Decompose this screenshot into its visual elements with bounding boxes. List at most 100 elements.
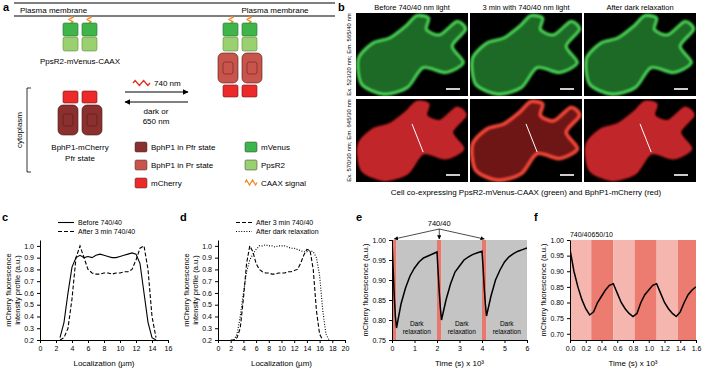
x-tick-mark (680, 340, 681, 343)
image-background (584, 99, 696, 182)
bphp1 (242, 53, 262, 83)
x-tick: 6 (526, 340, 530, 352)
scale-bar (674, 174, 688, 176)
x-tick-label: 16 (316, 345, 324, 352)
y-tick-mark (389, 320, 392, 321)
y-tick-mark (567, 303, 570, 304)
y-tick: 0.95 (550, 252, 570, 259)
cytoplasm-label: cytoplasm (15, 112, 24, 148)
legend-swatch (245, 160, 257, 170)
x-tick-label: 0.6 (613, 345, 623, 352)
profile-line (412, 124, 423, 152)
legend-label: PpsR2 (261, 161, 286, 170)
x-tick-label: 0 (217, 345, 221, 352)
y-axis-title: intensity profile (a.u.) (13, 255, 22, 325)
profile-line (526, 124, 537, 152)
x-tick: 10 (278, 340, 286, 352)
y-tick: 0.2 (202, 337, 218, 344)
legend-line (236, 231, 252, 232)
y-tick-label: 0.5 (24, 301, 34, 308)
scale-bar (560, 174, 574, 176)
arrow-label: dark or (144, 107, 169, 116)
x-tick-label: 4 (242, 345, 246, 352)
forward-arrow (125, 92, 188, 93)
annotation-arrow (394, 229, 439, 239)
column-title: 3 min with 740/40 nm light (482, 3, 570, 12)
bphp1 (218, 53, 238, 83)
caption: Cell co-expressing PpsR2-mVenus-CAAX (gr… (391, 188, 662, 197)
x-tick-label: 0 (391, 345, 395, 352)
bphp1-core (223, 62, 233, 74)
mvenus (223, 23, 238, 36)
series-line (234, 245, 329, 340)
y-axis-title: mCherry fluorescence (a.u.) (539, 243, 548, 336)
x-tick: 20 (342, 340, 350, 352)
x-tick-label: 2 (436, 345, 440, 352)
y-tick-mark (389, 300, 392, 301)
x-tick-label: 0.0 (566, 345, 576, 352)
y-tick: 0.5 (24, 301, 40, 308)
x-tick: 16 (165, 340, 173, 352)
y-tick-mark (37, 316, 40, 317)
x-tick-label: 0.2 (581, 345, 591, 352)
y-tick-label: 0.90 (372, 277, 386, 284)
y-tick: 0.85 (372, 297, 392, 304)
y-tick-mark (389, 340, 392, 341)
y-tick: 0.9 (24, 254, 40, 261)
series-line (392, 240, 527, 328)
legend-line (58, 222, 74, 223)
y-axis: 0.20.30.40.50.60.70.80.91.0 (202, 241, 218, 344)
scale-bar (446, 174, 460, 176)
y-tick: 0.75 (372, 337, 392, 344)
y-tick: 0.5 (202, 301, 218, 308)
y-tick-mark (389, 240, 392, 241)
y-tick-mark (37, 340, 40, 341)
x-tick-mark (269, 340, 270, 343)
x-axis-title: Time (s) x 10³ (608, 359, 657, 368)
y-axis-line (392, 241, 393, 341)
figure: aPlasma membranePlasma membranePpsR2-mVe… (0, 0, 704, 375)
legend-swatch (135, 142, 147, 152)
region (442, 240, 483, 340)
bphp1-core (63, 114, 73, 126)
y-tick: 0.90 (372, 277, 392, 284)
x-tick-label: 0 (39, 345, 43, 352)
mvenus (242, 23, 257, 36)
micrograph (470, 13, 582, 96)
plot-area (231, 245, 329, 340)
column-title: Before 740/40 nm light (374, 3, 450, 12)
x-tick-label: 8 (267, 345, 271, 352)
y-tick: 0.3 (24, 325, 40, 332)
y-tick-label: 0.90 (550, 268, 564, 275)
x-tick-mark (602, 340, 603, 343)
x-tick-label: 16 (165, 345, 173, 352)
y-tick-mark (215, 340, 218, 341)
y-tick: 1.0 (24, 243, 40, 250)
y-tick-mark (567, 334, 570, 335)
x-tick: 0 (39, 340, 43, 352)
annotation-arrow (439, 229, 440, 239)
legend-label: After dark relaxation (256, 228, 319, 235)
x-tick-mark (243, 340, 244, 343)
region (678, 240, 696, 340)
y-tick-label: 0.8 (202, 266, 212, 273)
chart: e01234560.750.800.850.900.951.00Time (s)… (356, 211, 530, 368)
chart: d024681012141618200.20.30.40.50.60.70.80… (180, 211, 349, 368)
cell (358, 101, 466, 180)
y-tick-mark (215, 305, 218, 306)
x-tick-mark (527, 340, 528, 343)
bphp1-core (247, 62, 257, 74)
ppsr2 (242, 37, 257, 51)
light-symbol (133, 81, 150, 86)
plot-area (60, 246, 156, 340)
y-tick-mark (215, 246, 218, 247)
membrane-line (14, 15, 335, 17)
ppsr2 (63, 37, 78, 51)
x-tick: 4 (481, 340, 485, 352)
x-tick-label: 1.2 (660, 345, 670, 352)
y-tick-label: 0.9 (24, 254, 34, 261)
x-tick-mark (696, 340, 697, 343)
legend-label: Before 740/40 (78, 219, 122, 226)
y-tick-mark (37, 269, 40, 270)
x-tick: 4 (242, 340, 246, 352)
